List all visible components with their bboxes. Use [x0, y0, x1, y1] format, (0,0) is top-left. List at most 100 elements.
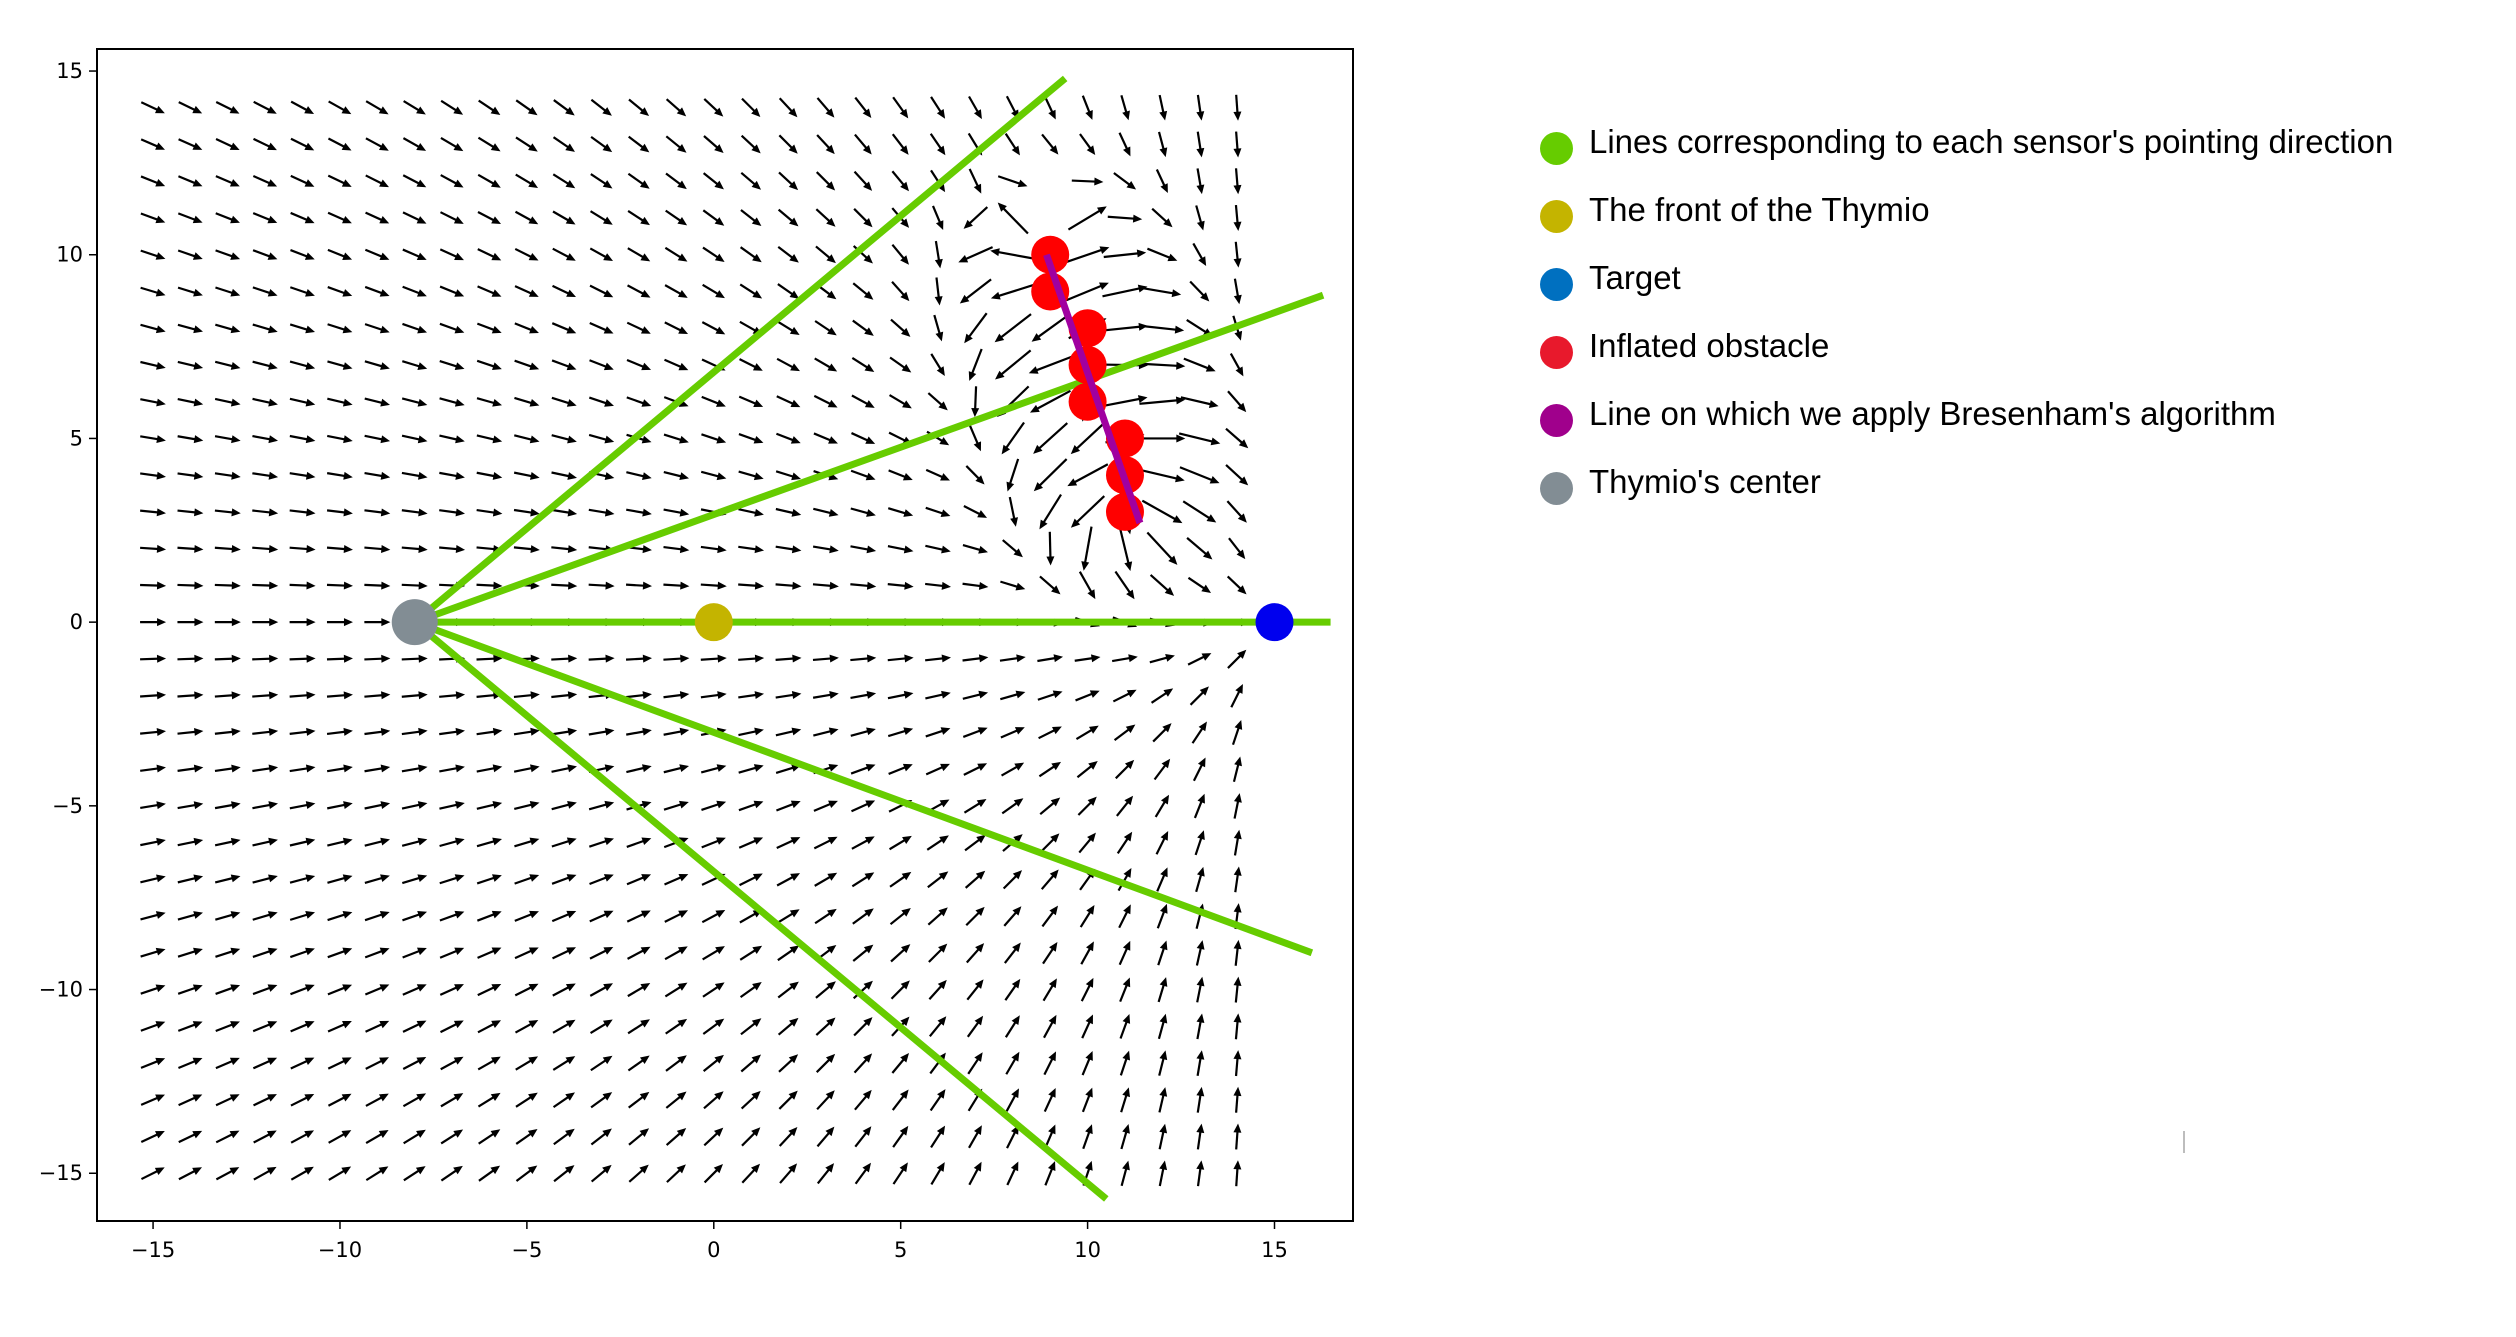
arrow-shaft [926, 837, 945, 851]
arrow-shaft [1102, 286, 1142, 298]
field-arrow [1143, 287, 1182, 298]
field-arrow [140, 1131, 165, 1143]
field-arrow [889, 871, 912, 888]
arrow-head [642, 654, 653, 663]
arrow-head [1124, 795, 1134, 806]
arrow-head [1233, 866, 1242, 876]
field-arrow [1118, 526, 1133, 572]
arrow-head [679, 727, 690, 736]
arrow-shaft [364, 657, 385, 661]
arrow-head [679, 435, 689, 444]
field-arrow [476, 322, 502, 334]
arrow-head [269, 654, 279, 663]
arrow-head [862, 108, 872, 119]
field-arrow [215, 911, 241, 921]
arrow-shaft [401, 876, 422, 885]
field-arrow [626, 358, 652, 371]
arrow-head [827, 399, 838, 408]
arrow-shaft [1230, 688, 1242, 708]
arrow-shaft [289, 434, 310, 441]
arrow-shaft [925, 657, 946, 662]
arrow-head [605, 581, 615, 590]
field-arrow [478, 1129, 501, 1145]
field-arrow [777, 1017, 799, 1036]
arrow-head [717, 691, 727, 700]
arrow-shaft [552, 247, 571, 259]
arrow-head [342, 911, 353, 919]
field-arrow [1196, 1086, 1205, 1113]
arrow-shaft [1157, 945, 1166, 966]
field-arrow [665, 172, 687, 190]
arrow-head [1010, 1161, 1019, 1172]
arrow-head [267, 984, 278, 992]
arrow-shaft [252, 1059, 273, 1070]
arrow-head [231, 508, 241, 517]
arrow-head [865, 800, 876, 808]
arrow-shaft [1002, 873, 1019, 890]
arrow-head [453, 1093, 464, 1102]
arrow-shaft [665, 209, 683, 223]
arrow-head [958, 255, 969, 263]
arrow-shaft [365, 100, 384, 113]
field-arrow [290, 211, 315, 224]
arrow-head [864, 872, 875, 881]
arrow-shaft [476, 839, 497, 848]
field-arrow [551, 654, 578, 663]
field-arrow [439, 837, 465, 848]
field-arrow [515, 173, 539, 188]
field-arrow [971, 386, 980, 418]
arrow-shaft [1156, 872, 1167, 892]
arrow-head [417, 325, 428, 334]
field-arrow [551, 359, 577, 371]
arrow-head [1205, 364, 1216, 372]
field-arrow [968, 1125, 982, 1149]
arrow-head [453, 1165, 463, 1175]
arrow-head [789, 326, 800, 336]
arrow-head [899, 108, 909, 119]
field-arrow [364, 947, 390, 959]
field-arrow [402, 211, 427, 224]
arrow-shaft [178, 1095, 198, 1107]
field-arrow [664, 946, 688, 961]
field-arrow [439, 359, 465, 370]
arrow-shaft [778, 97, 795, 114]
arrow-shaft [968, 425, 980, 447]
arrow-head [1011, 1088, 1019, 1099]
field-arrow [1186, 537, 1213, 560]
sensor-line [413, 618, 1314, 957]
arrow-head [306, 727, 316, 736]
arrow-shaft [1193, 798, 1204, 819]
arrow-shaft [929, 133, 943, 151]
arrow-shaft [364, 471, 385, 478]
arrow-head [792, 654, 802, 663]
field-arrow [1070, 495, 1106, 528]
field-arrow [365, 137, 389, 151]
arrow-shaft [365, 1132, 384, 1144]
arrow-shaft [925, 729, 946, 738]
field-arrow [252, 323, 278, 334]
arrow-head [676, 1164, 686, 1174]
arrow-head [527, 1165, 538, 1175]
arrow-shaft [1235, 131, 1239, 152]
field-arrow [327, 801, 353, 810]
arrow-head [1047, 1161, 1056, 1172]
arrow-shaft [476, 471, 497, 478]
arrow-head [455, 471, 465, 480]
arrow-shaft [888, 469, 908, 479]
arrow-head [1015, 582, 1026, 591]
field-arrow [177, 508, 204, 517]
field-arrow [1078, 571, 1096, 600]
arrow-shaft [252, 434, 273, 441]
arrow-head [342, 215, 352, 224]
field-arrow [925, 468, 950, 481]
arrow-shaft [929, 1093, 943, 1112]
arrow-shaft [290, 985, 310, 996]
arrow-shaft [215, 175, 235, 186]
arrow-shaft [626, 912, 646, 923]
arrow-shaft [477, 1022, 497, 1034]
arrow-shaft [552, 948, 572, 960]
field-arrow [1043, 1087, 1056, 1113]
arrow-head [677, 982, 688, 991]
arrow-shaft [1196, 1166, 1202, 1187]
field-arrow [816, 1163, 835, 1185]
